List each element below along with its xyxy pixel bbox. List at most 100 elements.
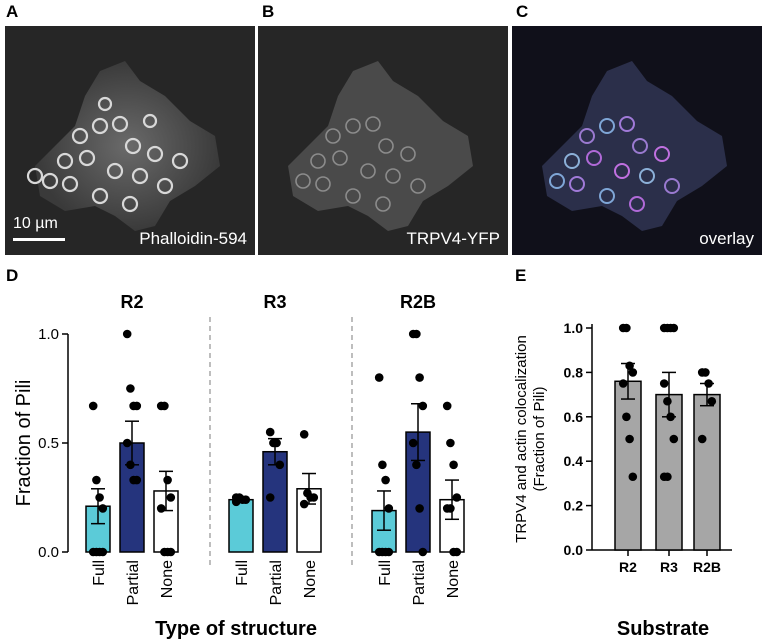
bar [405, 431, 431, 553]
data-point [446, 438, 455, 448]
x-tick-label: None [445, 560, 462, 598]
x-tick-label: Partial [125, 560, 142, 605]
y-tick-label: 0.6 [564, 409, 584, 425]
x-axis-title: Type of structure [155, 618, 317, 640]
data-point [412, 460, 421, 470]
data-point [309, 493, 319, 502]
micrograph-b-label: TRPV4-YFP [406, 229, 500, 248]
data-point [275, 460, 285, 470]
data-point [625, 434, 634, 444]
data-point [446, 504, 455, 513]
micrograph-phalloidin: 10 µm Phalloidin-594 [5, 26, 255, 255]
data-point [452, 547, 462, 557]
data-point [415, 373, 424, 382]
data-point [415, 504, 424, 513]
data-point [231, 497, 241, 507]
data-point [265, 427, 275, 437]
data-point [122, 329, 132, 339]
data-point [163, 475, 172, 485]
data-point [95, 493, 104, 502]
chart-e: 0.0 0.2 0.4 0.6 0.8 1.0 TRPV4 and actin coloca… [513, 320, 732, 640]
micrograph-trpv4: TRPV4-YFP [258, 26, 508, 255]
x-tick-label: Full [377, 560, 394, 586]
data-point [122, 438, 132, 448]
data-point [88, 401, 98, 411]
y-tick-label: 0.5 [38, 435, 59, 452]
data-point [98, 547, 108, 557]
data-point [265, 493, 275, 502]
data-point [622, 323, 631, 333]
scale-bar [13, 238, 65, 241]
data-point [272, 438, 281, 448]
chart-d: 0.0 0.5 1.0 Fraction of Pili R2 Full Partial No… [13, 292, 465, 640]
data-point [625, 361, 634, 371]
data-point [132, 401, 142, 411]
y-tick-label: 0.0 [38, 544, 59, 561]
x-tick-label: Partial [268, 560, 285, 605]
data-point [628, 368, 638, 377]
x-tick-label: R2 [619, 559, 637, 575]
data-point [663, 396, 672, 406]
y-tick-label: 1.0 [38, 326, 59, 343]
data-point [628, 472, 638, 482]
data-point [374, 373, 384, 382]
data-point [156, 504, 166, 513]
data-point [166, 547, 176, 557]
group-label: R3 [263, 292, 286, 312]
scale-bar-label: 10 µm [13, 215, 58, 232]
data-point [384, 547, 394, 557]
data-point [707, 396, 717, 406]
x-tick-label: Full [91, 560, 108, 586]
data-point [449, 460, 458, 470]
x-tick-label: None [302, 560, 319, 598]
micrograph-c-label: overlay [699, 229, 754, 248]
data-point [132, 475, 142, 485]
x-tick-label: Partial [411, 560, 428, 605]
bar [228, 498, 254, 553]
data-point [659, 379, 669, 388]
panel-letter-e: E [515, 266, 527, 285]
data-point [126, 460, 135, 470]
micrograph-a-label: Phalloidin-594 [139, 229, 247, 248]
data-point [669, 434, 679, 444]
y-tick-label: 0.2 [564, 498, 584, 514]
data-point [166, 493, 176, 502]
x-tick-label: R2B [693, 559, 721, 575]
group-label: R2B [400, 292, 436, 312]
micrograph-b-image [288, 61, 473, 231]
bar [693, 393, 721, 551]
panel-letter-a: A [6, 2, 19, 21]
data-point [697, 434, 707, 444]
data-point [299, 499, 309, 509]
y-tick-label: 1.0 [564, 320, 584, 336]
data-point [384, 504, 394, 513]
data-point [442, 401, 452, 411]
data-point [418, 401, 428, 411]
data-point [704, 379, 713, 388]
data-point [408, 438, 418, 448]
bar [262, 450, 288, 553]
y-axis-title: Fraction of Pili [13, 380, 35, 507]
x-axis-title: Substrate [617, 618, 709, 640]
panel-letter-b: B [262, 2, 275, 21]
data-point [701, 368, 710, 377]
micrograph-c-image [542, 61, 727, 231]
data-point [666, 412, 675, 422]
data-point [241, 495, 251, 504]
data-point [160, 401, 169, 411]
y-tick-label: 0.8 [564, 364, 584, 380]
data-point [378, 460, 387, 470]
panel-letter-c: C [516, 2, 529, 21]
micrograph-overlay: overlay [512, 26, 762, 255]
y-axis-title-line2: (Fraction of Pili) [531, 386, 548, 491]
data-point [618, 379, 628, 388]
bar [614, 380, 642, 551]
panel-letter-d: D [6, 266, 19, 285]
data-point [381, 475, 390, 485]
data-point [92, 475, 101, 485]
x-tick-label: R3 [660, 559, 678, 575]
data-point [418, 547, 428, 557]
data-point [622, 412, 631, 422]
data-point [663, 472, 672, 482]
data-point [126, 384, 135, 393]
